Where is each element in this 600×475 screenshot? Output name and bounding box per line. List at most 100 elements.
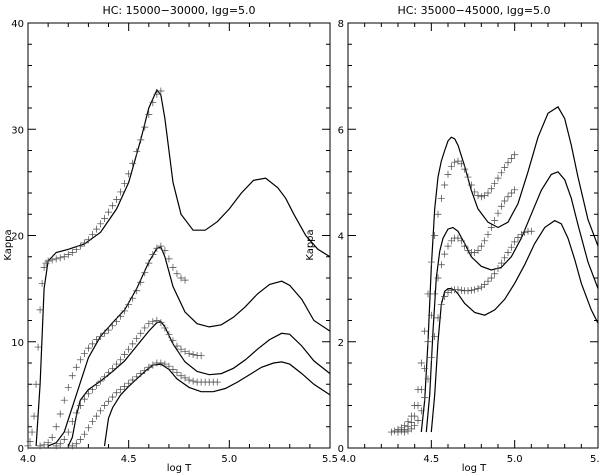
left-panel-data-point-marker bbox=[177, 345, 185, 353]
right-panel-data-point-marker bbox=[391, 427, 399, 435]
left-panel-data-point-marker bbox=[101, 373, 109, 381]
left-panel-data-point-marker bbox=[24, 442, 32, 450]
right-panel-data-point-marker bbox=[477, 242, 485, 250]
right-panel-data-point-marker bbox=[441, 293, 449, 301]
right-panel-data-point-marker bbox=[511, 186, 519, 194]
right-panel-data-point-marker bbox=[444, 242, 452, 250]
left-panel-data-point-marker bbox=[52, 442, 60, 450]
right-panel-data-point-marker bbox=[394, 428, 402, 436]
right-panel-data-point-marker bbox=[484, 189, 492, 197]
left-panel-data-point-marker bbox=[113, 389, 121, 397]
right-panel-data-point-marker bbox=[491, 179, 499, 187]
left-panel-data-point-marker bbox=[177, 274, 185, 282]
right-panel-data-point-marker bbox=[497, 169, 505, 177]
right-panel-data-point-marker bbox=[461, 165, 469, 173]
right-panel: HC: 35000−45000, lgg=5.0 log T Kappa 4.0… bbox=[305, 4, 600, 474]
left-panel-data-point-marker bbox=[165, 330, 173, 338]
right-panel-data-point-marker bbox=[447, 286, 455, 294]
left-panel-data-point-marker bbox=[197, 352, 205, 360]
right-panel-data-point-marker bbox=[441, 250, 449, 258]
left-panel-data-point-marker bbox=[109, 202, 117, 210]
left-panel-data-point-marker bbox=[76, 402, 84, 409]
right-panel-data-point-marker bbox=[424, 338, 432, 346]
right-panel-data-point-marker bbox=[414, 402, 422, 409]
left-panel-y-tick-label: 0 bbox=[18, 444, 24, 455]
left-panel-data-point-marker bbox=[169, 263, 177, 271]
left-panel-data-point-marker bbox=[38, 279, 46, 287]
left-panel-data-point-marker bbox=[117, 386, 125, 394]
right-panel-data-point-marker bbox=[427, 354, 435, 362]
right-panel-data-point-marker bbox=[461, 242, 469, 250]
right-panel-data-point-marker bbox=[484, 230, 492, 238]
right-panel-data-point-marker bbox=[511, 238, 519, 246]
left-panel-data-point-marker bbox=[68, 417, 76, 425]
left-panel-data-point-marker bbox=[137, 370, 145, 378]
right-panel-data-point-marker bbox=[491, 270, 499, 278]
left-panel-data-point-marker bbox=[157, 87, 165, 95]
right-panel-data-point-marker bbox=[447, 162, 455, 170]
left-panel-series-7-markers bbox=[68, 359, 221, 450]
left-panel-data-point-marker bbox=[117, 188, 125, 196]
right-panel-data-point-marker bbox=[527, 227, 535, 235]
right-panel-data-point-marker bbox=[424, 290, 432, 298]
left-panel-data-point-marker bbox=[68, 442, 76, 450]
left-panel-data-point-marker bbox=[165, 255, 173, 263]
right-panel-data-point-marker bbox=[414, 416, 422, 424]
right-panel-data-point-marker bbox=[457, 237, 465, 245]
left-panel-data-point-marker bbox=[125, 170, 133, 178]
left-panel-y-tick-label: 10 bbox=[11, 338, 24, 349]
left-panel-y-label: Kappa bbox=[3, 229, 14, 260]
left-panel-data-point-marker bbox=[40, 263, 48, 271]
left-panel-data-point-marker bbox=[117, 312, 125, 320]
left-panel-data-point-marker bbox=[141, 269, 149, 277]
right-panel-data-point-marker bbox=[464, 173, 472, 181]
left-panel-data-point-marker bbox=[76, 436, 84, 443]
left-panel-data-point-marker bbox=[88, 230, 96, 238]
right-panel-data-point-marker bbox=[417, 359, 425, 367]
right-panel-data-point-marker bbox=[431, 332, 439, 340]
left-panel-title: HC: 15000−30000, lgg=5.0 bbox=[102, 4, 255, 17]
right-panel-y-tick-label: 4 bbox=[338, 232, 344, 243]
right-panel-data-point-marker bbox=[387, 428, 395, 436]
right-panel-series-4-curve bbox=[430, 219, 599, 433]
left-panel-data-point-marker bbox=[121, 351, 129, 358]
right-panel-data-point-marker bbox=[504, 249, 512, 256]
right-panel-x-label: log T bbox=[462, 463, 487, 474]
right-panel-data-point-marker bbox=[474, 285, 482, 293]
left-panel-data-point-marker bbox=[133, 373, 141, 381]
right-panel-x-tick-label: 5.5 bbox=[590, 454, 600, 465]
right-panel-title: HC: 35000−45000, lgg=5.0 bbox=[397, 4, 550, 17]
left-panel-data-point-marker bbox=[109, 364, 117, 372]
right-panel-data-point-marker bbox=[504, 193, 512, 201]
left-panel-data-point-marker bbox=[84, 236, 92, 244]
left-panel-data-point-marker bbox=[48, 433, 56, 441]
left-panel-data-point-marker bbox=[149, 251, 157, 259]
left-panel-data-point-marker bbox=[129, 294, 137, 302]
left-panel-series-3-markers bbox=[36, 242, 189, 450]
left-panel-data-point-marker bbox=[125, 379, 133, 387]
right-panel-data-point-marker bbox=[487, 185, 495, 193]
left-panel-data-point-marker bbox=[113, 195, 121, 203]
right-panel-data-point-marker bbox=[421, 327, 429, 335]
right-panel-data-point-marker bbox=[511, 151, 519, 159]
left-panel-y-tick-label: 20 bbox=[11, 232, 24, 243]
right-panel-data-point-marker bbox=[407, 419, 415, 426]
right-panel-data-point-marker bbox=[464, 287, 472, 295]
left-panel-data-point-marker bbox=[88, 417, 96, 425]
left-panel-data-point-marker bbox=[101, 402, 109, 409]
left-panel-data-point-marker bbox=[157, 242, 165, 250]
left-panel-data-point-marker bbox=[109, 393, 117, 401]
left-panel-data-point-marker bbox=[117, 356, 125, 364]
right-panel-data-point-marker bbox=[434, 314, 442, 322]
left-panel-data-point-marker bbox=[153, 90, 161, 98]
right-panel-data-point-marker bbox=[471, 286, 479, 294]
right-panel-data-point-marker bbox=[467, 286, 475, 294]
left-panel-data-point-marker bbox=[96, 332, 104, 340]
left-panel-data-point-marker bbox=[133, 287, 141, 295]
left-panel-data-point-marker bbox=[34, 343, 42, 351]
right-panel-x-tick-label: 4.0 bbox=[340, 454, 356, 465]
right-panel-data-point-marker bbox=[417, 407, 425, 415]
right-panel-data-point-marker bbox=[471, 188, 479, 196]
right-panel-data-point-marker bbox=[477, 193, 485, 201]
right-panel-data-point-marker bbox=[427, 311, 435, 319]
